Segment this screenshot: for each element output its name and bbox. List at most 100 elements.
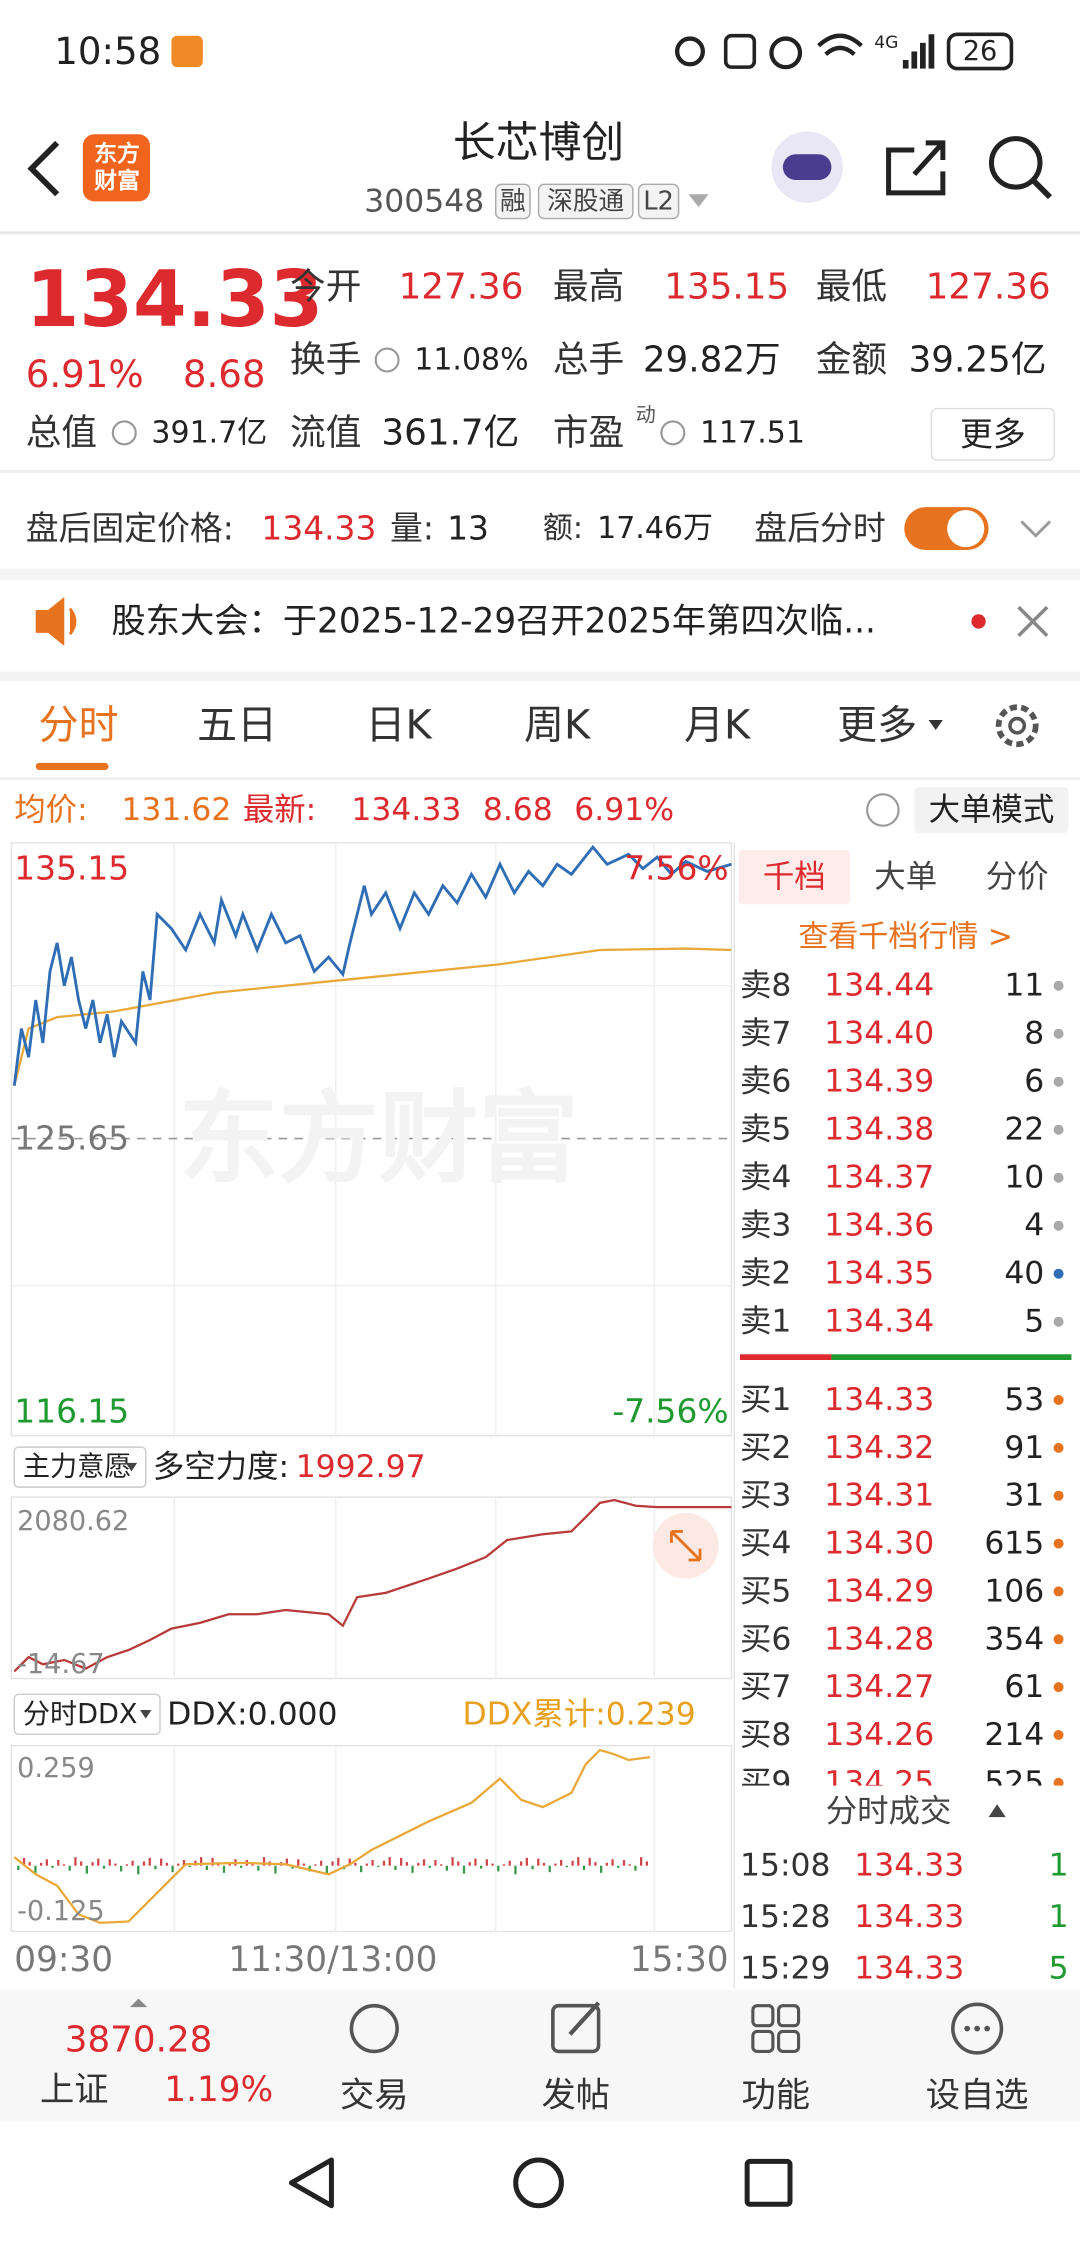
order-price: 134.27 — [824, 1669, 934, 1705]
nav-item[interactable]: 发帖 — [541, 2076, 610, 2116]
function-icon — [751, 2029, 775, 2053]
order-book-tab[interactable]: 千档 — [763, 859, 826, 895]
index-value: 3870.28 — [65, 2020, 213, 2061]
chart-tab[interactable]: 周K — [524, 703, 592, 749]
after-hours-toggle-label: 盘后分时 — [754, 510, 885, 548]
close-notice[interactable] — [1017, 605, 1049, 637]
trade-vol: 1 — [1049, 1899, 1069, 1935]
after-hours-vol: 13 — [447, 510, 489, 548]
order-vol: 53 — [1004, 1382, 1044, 1418]
system-back[interactable] — [288, 2157, 334, 2209]
ddx-bar — [388, 1857, 391, 1866]
index-pct: 1.19% — [164, 2070, 273, 2110]
pct-axis-label: -7.56% — [612, 1392, 728, 1430]
order-vol: 8 — [1024, 1016, 1044, 1052]
latest-change: 8.68 — [483, 792, 553, 828]
chart-tab[interactable]: 分时 — [39, 703, 119, 749]
status-time: 10:58 — [54, 30, 161, 73]
order-dot — [1053, 1124, 1064, 1135]
indicator-selector[interactable] — [13, 1693, 161, 1735]
order-level: 买3 — [740, 1478, 791, 1514]
field-value: 391.7亿 — [151, 415, 267, 450]
notice-text: 股东大会：于2025-12-29召开2025年第四次临... — [111, 601, 875, 641]
ddx-bar — [137, 1865, 140, 1875]
indicator-frame — [10, 1744, 733, 1933]
order-price: 134.38 — [824, 1112, 934, 1148]
order-book-tab[interactable]: 大单 — [874, 859, 937, 895]
order-vol: 525 — [984, 1765, 1044, 1801]
order-price: 134.34 — [824, 1304, 934, 1340]
eye-icon — [674, 36, 705, 67]
field-value: 135.15 — [664, 267, 789, 308]
ddx-bar — [17, 1865, 20, 1870]
ddx-bar — [222, 1865, 226, 1873]
order-dot — [1053, 1220, 1064, 1231]
watermark: 东方财富 — [179, 1080, 579, 1197]
order-price: 134.44 — [824, 968, 934, 1004]
nav-item[interactable]: 功能 — [741, 2076, 810, 2116]
stock-tag-box — [637, 183, 680, 220]
ddx-bar — [577, 1857, 580, 1866]
function-icon — [776, 2029, 801, 2053]
order-price: 134.33 — [824, 1382, 934, 1418]
more-button[interactable] — [930, 407, 1055, 461]
ddx-bar — [497, 1865, 500, 1872]
settings-button[interactable] — [995, 704, 1039, 748]
order-book-link[interactable]: 查看千档行情 > — [798, 920, 1013, 955]
battery-level: 26 — [963, 36, 998, 67]
order-vol: 354 — [984, 1621, 1044, 1657]
ddx-bar — [291, 1865, 294, 1869]
help-icon[interactable] — [866, 793, 900, 827]
system-recents[interactable] — [744, 2158, 793, 2207]
ddx-bar — [531, 1865, 534, 1870]
trade-time: 15:28 — [740, 1899, 831, 1935]
ddx-bar — [142, 1861, 146, 1866]
watchlist-icon — [951, 2002, 1004, 2055]
ddx-bar — [354, 1862, 357, 1866]
info-icon — [111, 420, 137, 446]
ddx-bar — [62, 1864, 66, 1866]
ddx-bar — [91, 1862, 94, 1866]
back-button[interactable] — [27, 140, 60, 197]
field-label: 流值 — [290, 412, 361, 453]
ddx-bar — [634, 1865, 637, 1871]
ddx-bar — [348, 1858, 351, 1866]
chart-tab[interactable]: 月K — [684, 703, 752, 749]
stock-tag: L2 — [643, 186, 674, 216]
stock-tag: 融 — [500, 186, 526, 216]
order-price: 134.25 — [824, 1765, 934, 1801]
settings-hub — [1008, 716, 1027, 735]
mode-button[interactable] — [914, 787, 1069, 833]
chart-tab[interactable]: 更多 — [837, 703, 917, 749]
field-value: 127.36 — [926, 267, 1051, 308]
chart-tab[interactable]: 五日 — [197, 703, 277, 749]
nav-item[interactable]: 设自选 — [926, 2076, 1029, 2116]
search-button[interactable] — [988, 136, 1043, 190]
indicator-selector[interactable] — [13, 1446, 147, 1488]
order-price: 134.40 — [824, 1016, 934, 1052]
ddx-bar — [125, 1864, 129, 1866]
ddx-bar — [382, 1860, 386, 1866]
trade-price: 134.33 — [854, 1848, 964, 1884]
order-dot — [1053, 1586, 1064, 1597]
ddx-bar — [108, 1859, 111, 1866]
order-price: 134.29 — [824, 1573, 934, 1609]
ddx-bar — [640, 1857, 643, 1866]
order-dot — [1053, 1268, 1064, 1279]
order-dot — [1053, 980, 1064, 991]
trade-time: 15:08 — [740, 1848, 831, 1884]
ddx-bar — [417, 1862, 420, 1866]
chart-tab[interactable]: 日K — [365, 703, 433, 749]
nav-item[interactable]: 交易 — [340, 2076, 409, 2116]
y-axis-label: 125.65 — [14, 1120, 129, 1158]
ddx-value: DDX:0.000 — [167, 1696, 337, 1732]
order-dot — [1053, 1777, 1064, 1786]
network-label: 4G — [874, 33, 898, 53]
order-tab-active[interactable] — [738, 850, 850, 905]
ddx-bar — [177, 1863, 180, 1866]
system-home[interactable] — [513, 2157, 564, 2209]
order-book-tab[interactable]: 分价 — [986, 859, 1049, 895]
ddx-bar — [22, 1857, 26, 1866]
share-button[interactable] — [886, 140, 946, 196]
